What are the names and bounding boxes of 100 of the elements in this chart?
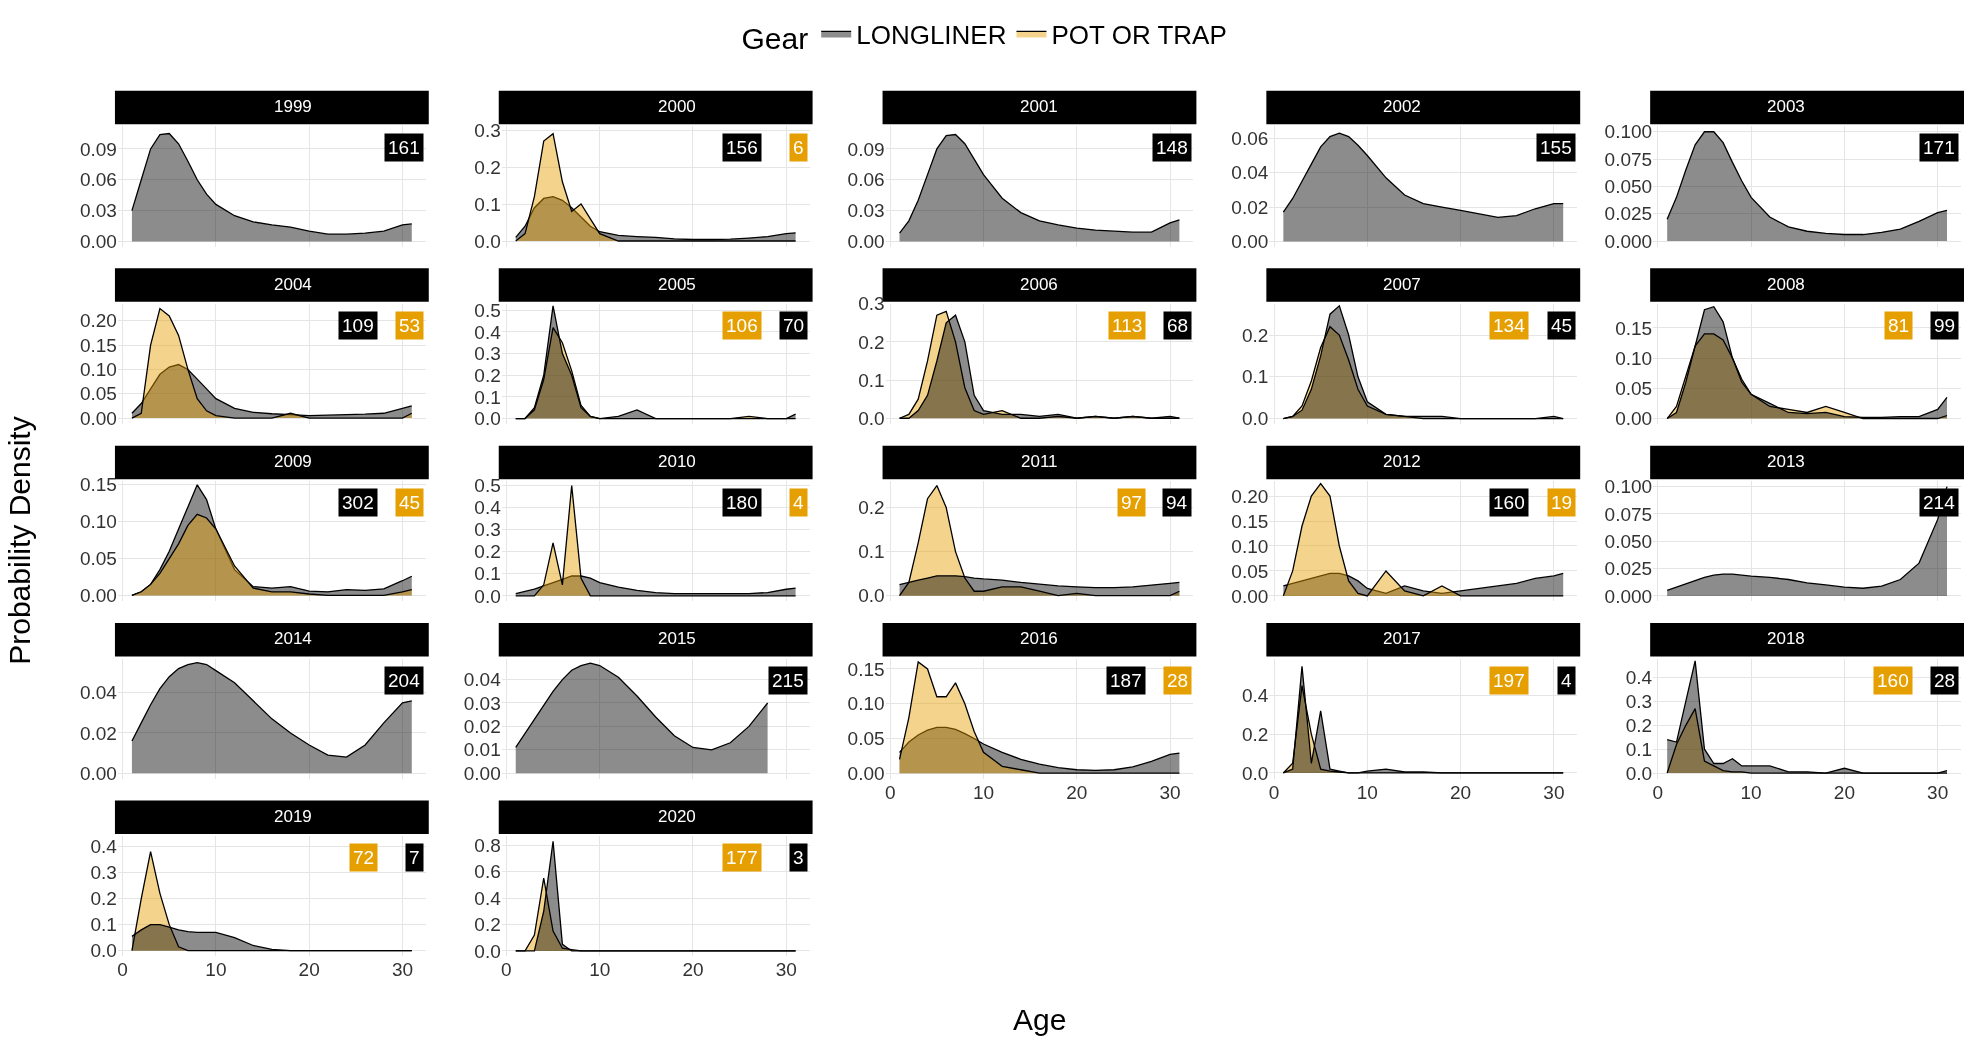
chart-title: 2011	[1021, 452, 1058, 471]
y-tick-label: 0.05	[847, 728, 885, 750]
y-tick-label: 0.4	[90, 836, 118, 858]
x-tick-label: 30	[391, 959, 414, 981]
y-tick-label: 0.05	[79, 548, 117, 570]
y-tick-label: 0.04	[79, 682, 118, 704]
y-tick-label: 0.05	[79, 383, 117, 405]
y-tick-label: 0.2	[474, 156, 501, 178]
x-tick-label: 0	[884, 781, 896, 803]
y-tick-label: 0.6	[474, 861, 501, 883]
y-tick-label: 0.1	[474, 386, 501, 408]
y-tick-label: 0.00	[463, 762, 501, 784]
y-tick-label: 0.10	[1231, 535, 1269, 557]
x-tick-label: 30	[1543, 781, 1565, 803]
y-tick-label: 0.0	[90, 940, 117, 962]
y-tick-label: 0.02	[79, 722, 117, 744]
x-tick-label: 20	[682, 959, 704, 981]
chart-title: 2016	[1020, 629, 1058, 648]
annotation: 19	[1551, 492, 1573, 513]
y-tick-label: 0.15	[79, 474, 117, 496]
x-tick-label: 30	[775, 959, 797, 981]
y-tick-label: 0.15	[847, 658, 885, 680]
chart-title: 2000	[658, 97, 696, 116]
y-tick-label: 0.075	[1604, 148, 1653, 170]
chart-title: 2009	[274, 452, 312, 471]
chart-title: 2007	[1383, 275, 1421, 294]
annotation: 53	[399, 315, 421, 336]
y-tick-label: 0.06	[79, 169, 117, 191]
annotation: 197	[1493, 670, 1525, 691]
annotation: 156	[726, 137, 758, 158]
y-tick-label: 0.03	[463, 692, 501, 714]
x-tick-label: 20	[298, 959, 320, 981]
y-tick-label: 0.00	[79, 585, 117, 607]
y-tick-label: 0.3	[90, 862, 117, 884]
y-tick-label: 0.06	[1231, 127, 1269, 149]
y-tick-label: 0.3	[474, 343, 501, 365]
annotation: 45	[1551, 315, 1573, 336]
y-tick-label: 0.15	[1615, 317, 1653, 339]
chart-title: 2002	[1383, 97, 1421, 116]
y-tick-label: 0.025	[1604, 558, 1653, 580]
annotation: 106	[726, 315, 758, 336]
y-axis-title: Probability Density	[3, 416, 37, 665]
y-tick-label: 0.3	[1625, 691, 1653, 713]
y-tick-label: 0.0	[474, 230, 501, 252]
y-tick-label: 0.2	[858, 331, 885, 353]
chart-title: 2012	[1383, 452, 1421, 471]
y-tick-label: 0.15	[79, 334, 117, 356]
y-tick-label: 0.02	[1231, 196, 1269, 218]
y-tick-label: 0.4	[474, 321, 502, 343]
annotation: 180	[726, 492, 758, 513]
annotation: 4	[793, 492, 804, 513]
annotation: 214	[1923, 492, 1956, 513]
y-tick-label: 0.5	[474, 475, 501, 497]
y-tick-label: 0.050	[1604, 530, 1653, 552]
y-tick-label: 0.000	[1604, 585, 1653, 607]
annotation: 204	[388, 670, 421, 691]
y-tick-label: 0.0	[474, 940, 501, 962]
annotation: 6	[793, 137, 804, 158]
annotation: 97	[1121, 492, 1143, 513]
y-tick-label: 0.1	[90, 914, 117, 936]
y-tick-label: 0.1	[474, 193, 501, 215]
x-tick-label: 30	[1927, 781, 1949, 803]
y-tick-label: 0.03	[847, 200, 885, 222]
y-tick-label: 0.00	[1231, 231, 1269, 253]
y-tick-label: 0.00	[79, 407, 117, 429]
y-tick-label: 0.0	[474, 585, 501, 607]
chart-title: 2019	[274, 807, 312, 826]
x-tick-label: 20	[1833, 781, 1855, 803]
annotation: 134	[1493, 315, 1526, 336]
y-tick-label: 0.4	[1241, 685, 1269, 707]
x-tick-label: 0	[1268, 781, 1280, 803]
y-tick-label: 0.4	[474, 497, 502, 519]
x-tick-label: 10	[205, 959, 227, 981]
annotation: 28	[1167, 670, 1189, 691]
annotation: 113	[1112, 315, 1143, 336]
y-tick-label: 0.2	[474, 541, 501, 563]
annotation: 28	[1934, 670, 1956, 691]
y-tick-label: 0.09	[79, 138, 117, 160]
y-tick-label: 0.0	[858, 407, 885, 429]
chart-title: 2010	[658, 452, 696, 471]
x-axis-title: Age	[1013, 1003, 1067, 1036]
chart-title: 1999	[274, 97, 312, 116]
x-tick-label: 10	[972, 781, 995, 803]
chart-title: 2003	[1767, 97, 1805, 116]
x-tick-label: 10	[1740, 781, 1762, 803]
annotation: 187	[1110, 670, 1142, 691]
y-tick-label: 0.01	[463, 739, 501, 761]
chart-title: 2020	[658, 807, 696, 826]
chart-title: 2008	[1767, 275, 1805, 294]
y-tick-label: 0.00	[1231, 585, 1269, 607]
y-tick-label: 0.3	[474, 519, 501, 541]
legend-label: LONGLINER	[856, 19, 1007, 50]
y-tick-label: 0.075	[1604, 503, 1653, 525]
annotation: 94	[1166, 492, 1188, 513]
y-tick-label: 0.3	[858, 293, 885, 315]
y-tick-label: 0.1	[474, 563, 501, 585]
y-tick-label: 0.5	[474, 299, 501, 321]
y-tick-label: 0.00	[847, 762, 885, 784]
y-tick-label: 0.00	[847, 231, 885, 253]
annotation: 4	[1561, 670, 1572, 691]
